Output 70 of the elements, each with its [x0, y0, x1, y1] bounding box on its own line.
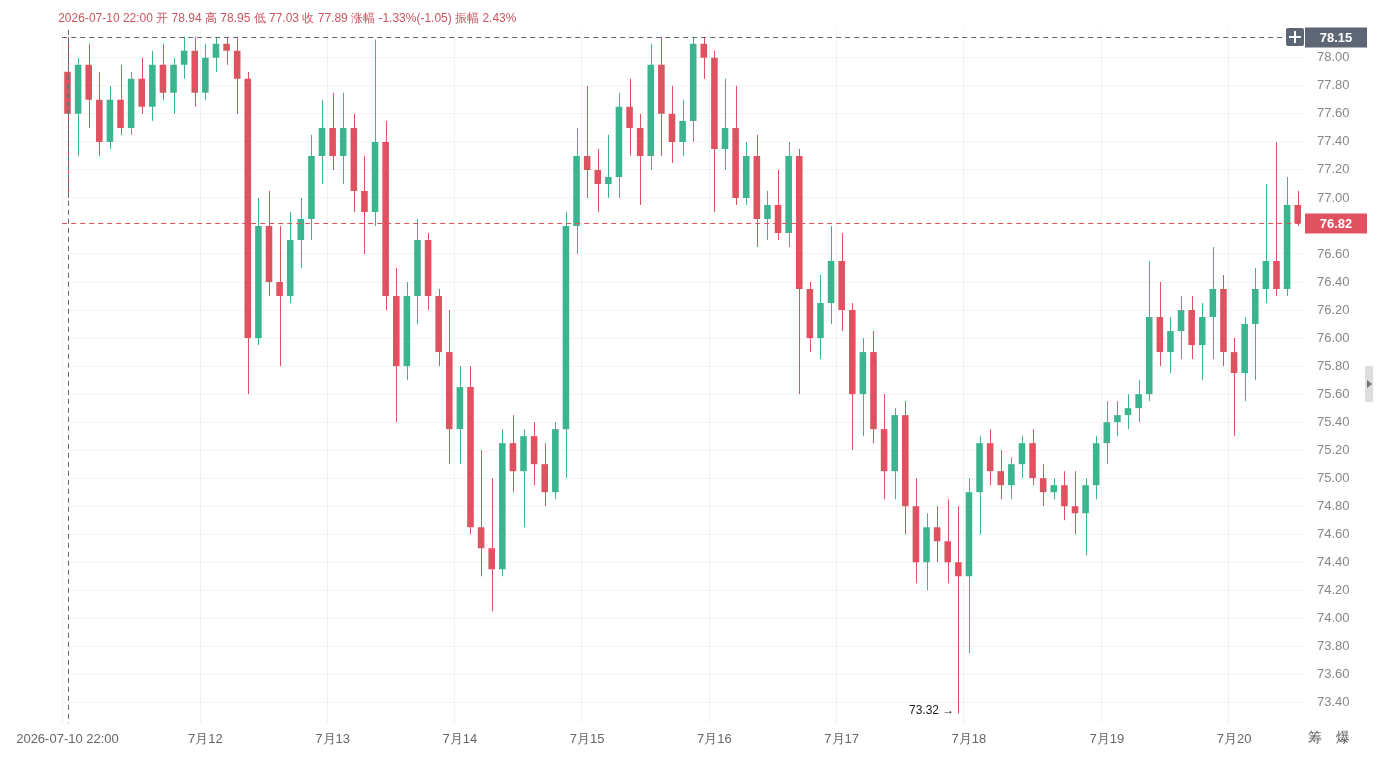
y-tick-label: 73.40	[1317, 693, 1350, 709]
candlestick	[276, 225, 283, 367]
y-tick-label: 76.40	[1317, 273, 1350, 289]
candlestick	[1071, 470, 1079, 535]
candlestick	[1114, 400, 1121, 437]
ref-line-label: 78.15	[1319, 30, 1353, 46]
candlestick	[594, 148, 602, 213]
y-tick-label: 77.20	[1317, 161, 1350, 177]
y-tick-label: 75.60	[1317, 385, 1350, 401]
candlestick	[955, 505, 962, 715]
candlestick	[180, 36, 188, 80]
candlestick	[488, 477, 495, 612]
y-tick-label: 74.00	[1317, 609, 1350, 625]
candlestick	[1167, 316, 1174, 374]
x-tick-label: 7月15	[569, 730, 605, 746]
text: 爆	[1336, 729, 1350, 746]
candlestick	[605, 134, 612, 199]
x-tick-label: 7月13	[315, 730, 350, 746]
y-tick-label: 76.00	[1317, 329, 1350, 345]
candlestick	[1039, 463, 1047, 507]
y-tick-label: 76.60	[1317, 245, 1350, 261]
x-tick-label: 7月19	[1089, 730, 1125, 746]
x-tick-label: 7月14	[442, 730, 478, 746]
y-tick-label: 77.00	[1317, 189, 1350, 205]
y-tick-label: 76.20	[1317, 301, 1350, 317]
y-tick-label: 75.80	[1317, 357, 1350, 373]
candlestick	[626, 78, 633, 157]
candlestick	[933, 505, 941, 563]
ref-line-label: 76.82	[1319, 216, 1353, 232]
x-tick-label: 7月16	[697, 730, 732, 746]
candlestick	[1008, 456, 1015, 500]
candlestick	[1124, 393, 1132, 430]
candlestick	[223, 36, 230, 66]
x-tick-label: 7月18	[951, 730, 987, 746]
y-tick-label: 74.80	[1317, 497, 1350, 513]
y-tick-label: 75.20	[1317, 441, 1350, 457]
candlestick	[721, 78, 729, 171]
candlestick	[1061, 470, 1068, 521]
candlestick	[1177, 295, 1185, 360]
x-tick-label: 7月12	[188, 730, 223, 746]
y-tick-label: 75.40	[1317, 413, 1350, 429]
y-tick-label: 77.40	[1317, 133, 1350, 149]
candlestick	[1103, 400, 1111, 465]
candlestick	[583, 85, 591, 199]
x-tick-label: 2026-07-10 22:00	[16, 730, 119, 746]
candlestick	[997, 449, 1005, 500]
candlestick	[1018, 435, 1026, 479]
y-tick-label: 74.20	[1317, 581, 1350, 597]
y-tick-label: 73.60	[1317, 665, 1350, 681]
y-tick-label: 77.80	[1317, 77, 1350, 93]
y-tick-label: 78.00	[1317, 49, 1350, 65]
annotation: 73.32 →	[908, 702, 955, 717]
candlestick	[944, 498, 952, 584]
y-tick-label: 77.60	[1317, 105, 1350, 121]
candlestick	[212, 36, 220, 73]
x-tick-label: 7月20	[1216, 730, 1252, 746]
candlestick	[477, 449, 485, 577]
y-tick-label: 74.60	[1317, 525, 1350, 541]
candlestick	[1230, 337, 1238, 437]
candlestick	[1050, 477, 1058, 500]
y-tick-label: 74.40	[1317, 553, 1350, 569]
y-tick-label: 73.80	[1317, 637, 1350, 653]
x-tick-label: 7月17	[824, 730, 860, 746]
text: 筹	[1308, 729, 1322, 746]
candlestick	[1135, 379, 1142, 423]
y-tick-label: 75.00	[1317, 469, 1350, 485]
candlestick	[700, 36, 708, 80]
candlestick	[679, 99, 686, 157]
text: 2026-07-10 22:00 开 78.94 高 78.95 低 77.03 收 77.89 涨幅 -1.33%(-1.05) 振幅 2.43%	[58, 11, 517, 26]
candlestick	[764, 190, 771, 241]
